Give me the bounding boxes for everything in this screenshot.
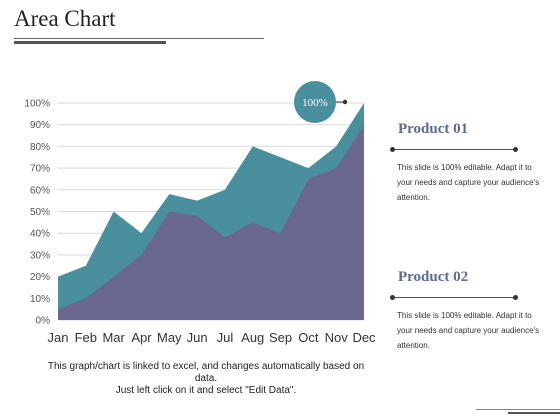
x-tick-label: Oct bbox=[298, 330, 319, 345]
x-tick-label: Aug bbox=[241, 330, 264, 345]
title-underline-thin bbox=[14, 38, 264, 39]
badge-label: 100% bbox=[302, 97, 328, 109]
legend-name-product-01: Product 01 bbox=[398, 121, 469, 137]
legend-description-product-01: This slide is 100% editable. Adapt it to… bbox=[397, 163, 540, 202]
x-tick-label: Mar bbox=[102, 330, 125, 345]
y-tick-label: 100% bbox=[24, 99, 50, 110]
y-tick-label: 0% bbox=[36, 316, 51, 327]
legend-name-product-02: Product 02 bbox=[398, 269, 469, 285]
caption-line-1: This graph/chart is linked to excel, and… bbox=[47, 361, 365, 384]
footer-rule-thin bbox=[476, 409, 560, 410]
y-tick-label: 30% bbox=[30, 250, 50, 261]
y-tick-label: 20% bbox=[30, 272, 50, 283]
x-tick-label: Jun bbox=[187, 330, 208, 345]
legend-connector-line bbox=[390, 294, 550, 302]
x-tick-label: Dec bbox=[352, 330, 376, 345]
x-tick-label: Sep bbox=[269, 330, 292, 345]
chart-caption: This graph/chart is linked to excel, and… bbox=[36, 361, 376, 397]
title-underline-thick bbox=[14, 41, 166, 44]
peak-badge: 100% bbox=[294, 81, 348, 123]
y-tick-label: 60% bbox=[30, 185, 50, 196]
x-tick-label: Jan bbox=[48, 330, 69, 345]
area-series bbox=[58, 103, 364, 320]
badge-circle bbox=[294, 81, 336, 123]
x-axis-ticks: Jan Feb Mar Apr May Jun Jul Aug Sep Oct Nov Dec bbox=[48, 330, 377, 345]
badge-connector-dot bbox=[342, 99, 348, 105]
legend-product-01: Product 01 This slide is 100% editable. … bbox=[390, 121, 550, 205]
y-tick-label: 50% bbox=[30, 207, 50, 218]
legend-description-product-02: This slide is 100% editable. Adapt it to… bbox=[397, 311, 540, 350]
slide-title: Area Chart bbox=[14, 6, 116, 31]
y-tick-label: 10% bbox=[30, 294, 50, 305]
x-tick-label: May bbox=[157, 330, 182, 345]
legend-connector-line bbox=[390, 146, 550, 154]
x-tick-label: Apr bbox=[131, 330, 152, 345]
y-tick-label: 80% bbox=[30, 142, 50, 153]
area-product-02 bbox=[58, 124, 364, 320]
y-axis-ticks: 0% 10% 20% 30% 40% 50% 60% 70% 80% 90% 100% bbox=[24, 99, 50, 327]
x-tick-label: Feb bbox=[75, 330, 97, 345]
footer-rule-thick bbox=[508, 412, 560, 414]
y-tick-label: 40% bbox=[30, 229, 50, 240]
x-tick-label: Nov bbox=[325, 330, 349, 345]
caption-line-2: Just left click on it and select "Edit D… bbox=[115, 385, 297, 396]
legend-product-02: Product 02 This slide is 100% editable. … bbox=[390, 269, 550, 353]
y-tick-label: 70% bbox=[30, 164, 50, 175]
y-tick-label: 90% bbox=[30, 120, 50, 131]
x-tick-label: Jul bbox=[217, 330, 234, 345]
